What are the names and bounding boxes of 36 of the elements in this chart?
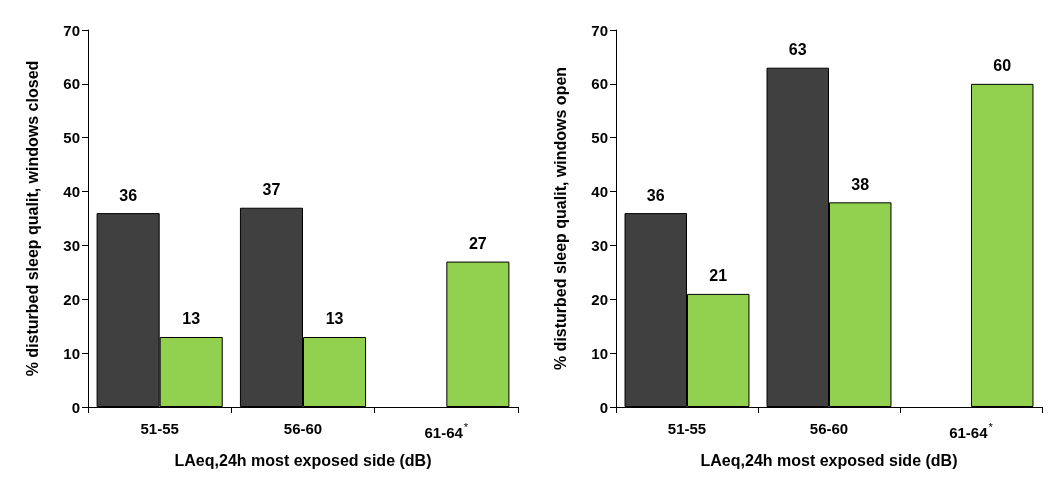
data-label: 36	[646, 186, 665, 204]
data-label: 13	[325, 310, 344, 328]
y-tick-label: 0	[599, 398, 608, 416]
data-label: 60	[993, 57, 1012, 75]
y-tick-label: 30	[63, 236, 80, 254]
y-tick-label: 70	[591, 21, 608, 39]
y-tick-label: 10	[591, 344, 608, 362]
y-tick-label: 20	[591, 290, 608, 308]
data-label: 37	[262, 181, 281, 199]
y-tick-label: 50	[63, 129, 80, 147]
y-axis-title: % disturbed sleep qualit, windows open	[551, 66, 569, 371]
y-tick-label: 30	[591, 236, 608, 254]
x-tick-label: 61-64*	[949, 420, 994, 441]
data-label: 36	[119, 186, 138, 204]
y-tick-label: 60	[591, 75, 608, 93]
y-tick-label: 40	[63, 183, 80, 201]
data-label: 38	[851, 175, 870, 193]
x-tick-label: 56-60	[283, 420, 323, 437]
y-tick-label: 50	[591, 129, 608, 147]
x-tick-label: 51-55	[667, 420, 707, 437]
x-tick-label: 56-60	[809, 420, 849, 437]
data-label: 63	[788, 41, 807, 59]
x-tick-label: 51-55	[140, 420, 179, 437]
y-tick-label: 60	[63, 75, 80, 93]
y-axis-title: % disturbed sleep qualit, windows closed	[23, 60, 41, 377]
x-axis-title: LAeq,24h most exposed side (dB)	[174, 451, 432, 469]
y-tick-label: 20	[63, 290, 80, 308]
y-tick-label: 70	[63, 21, 80, 39]
data-label: 13	[182, 310, 201, 328]
x-tick-label: 61-64*	[424, 420, 469, 441]
y-tick-label: 10	[63, 344, 80, 362]
y-tick-label: 0	[71, 398, 80, 416]
y-tick-label: 40	[591, 183, 608, 201]
x-axis-title: LAeq,24h most exposed side (dB)	[700, 451, 958, 469]
data-label: 27	[468, 235, 487, 253]
data-label: 21	[709, 267, 728, 285]
